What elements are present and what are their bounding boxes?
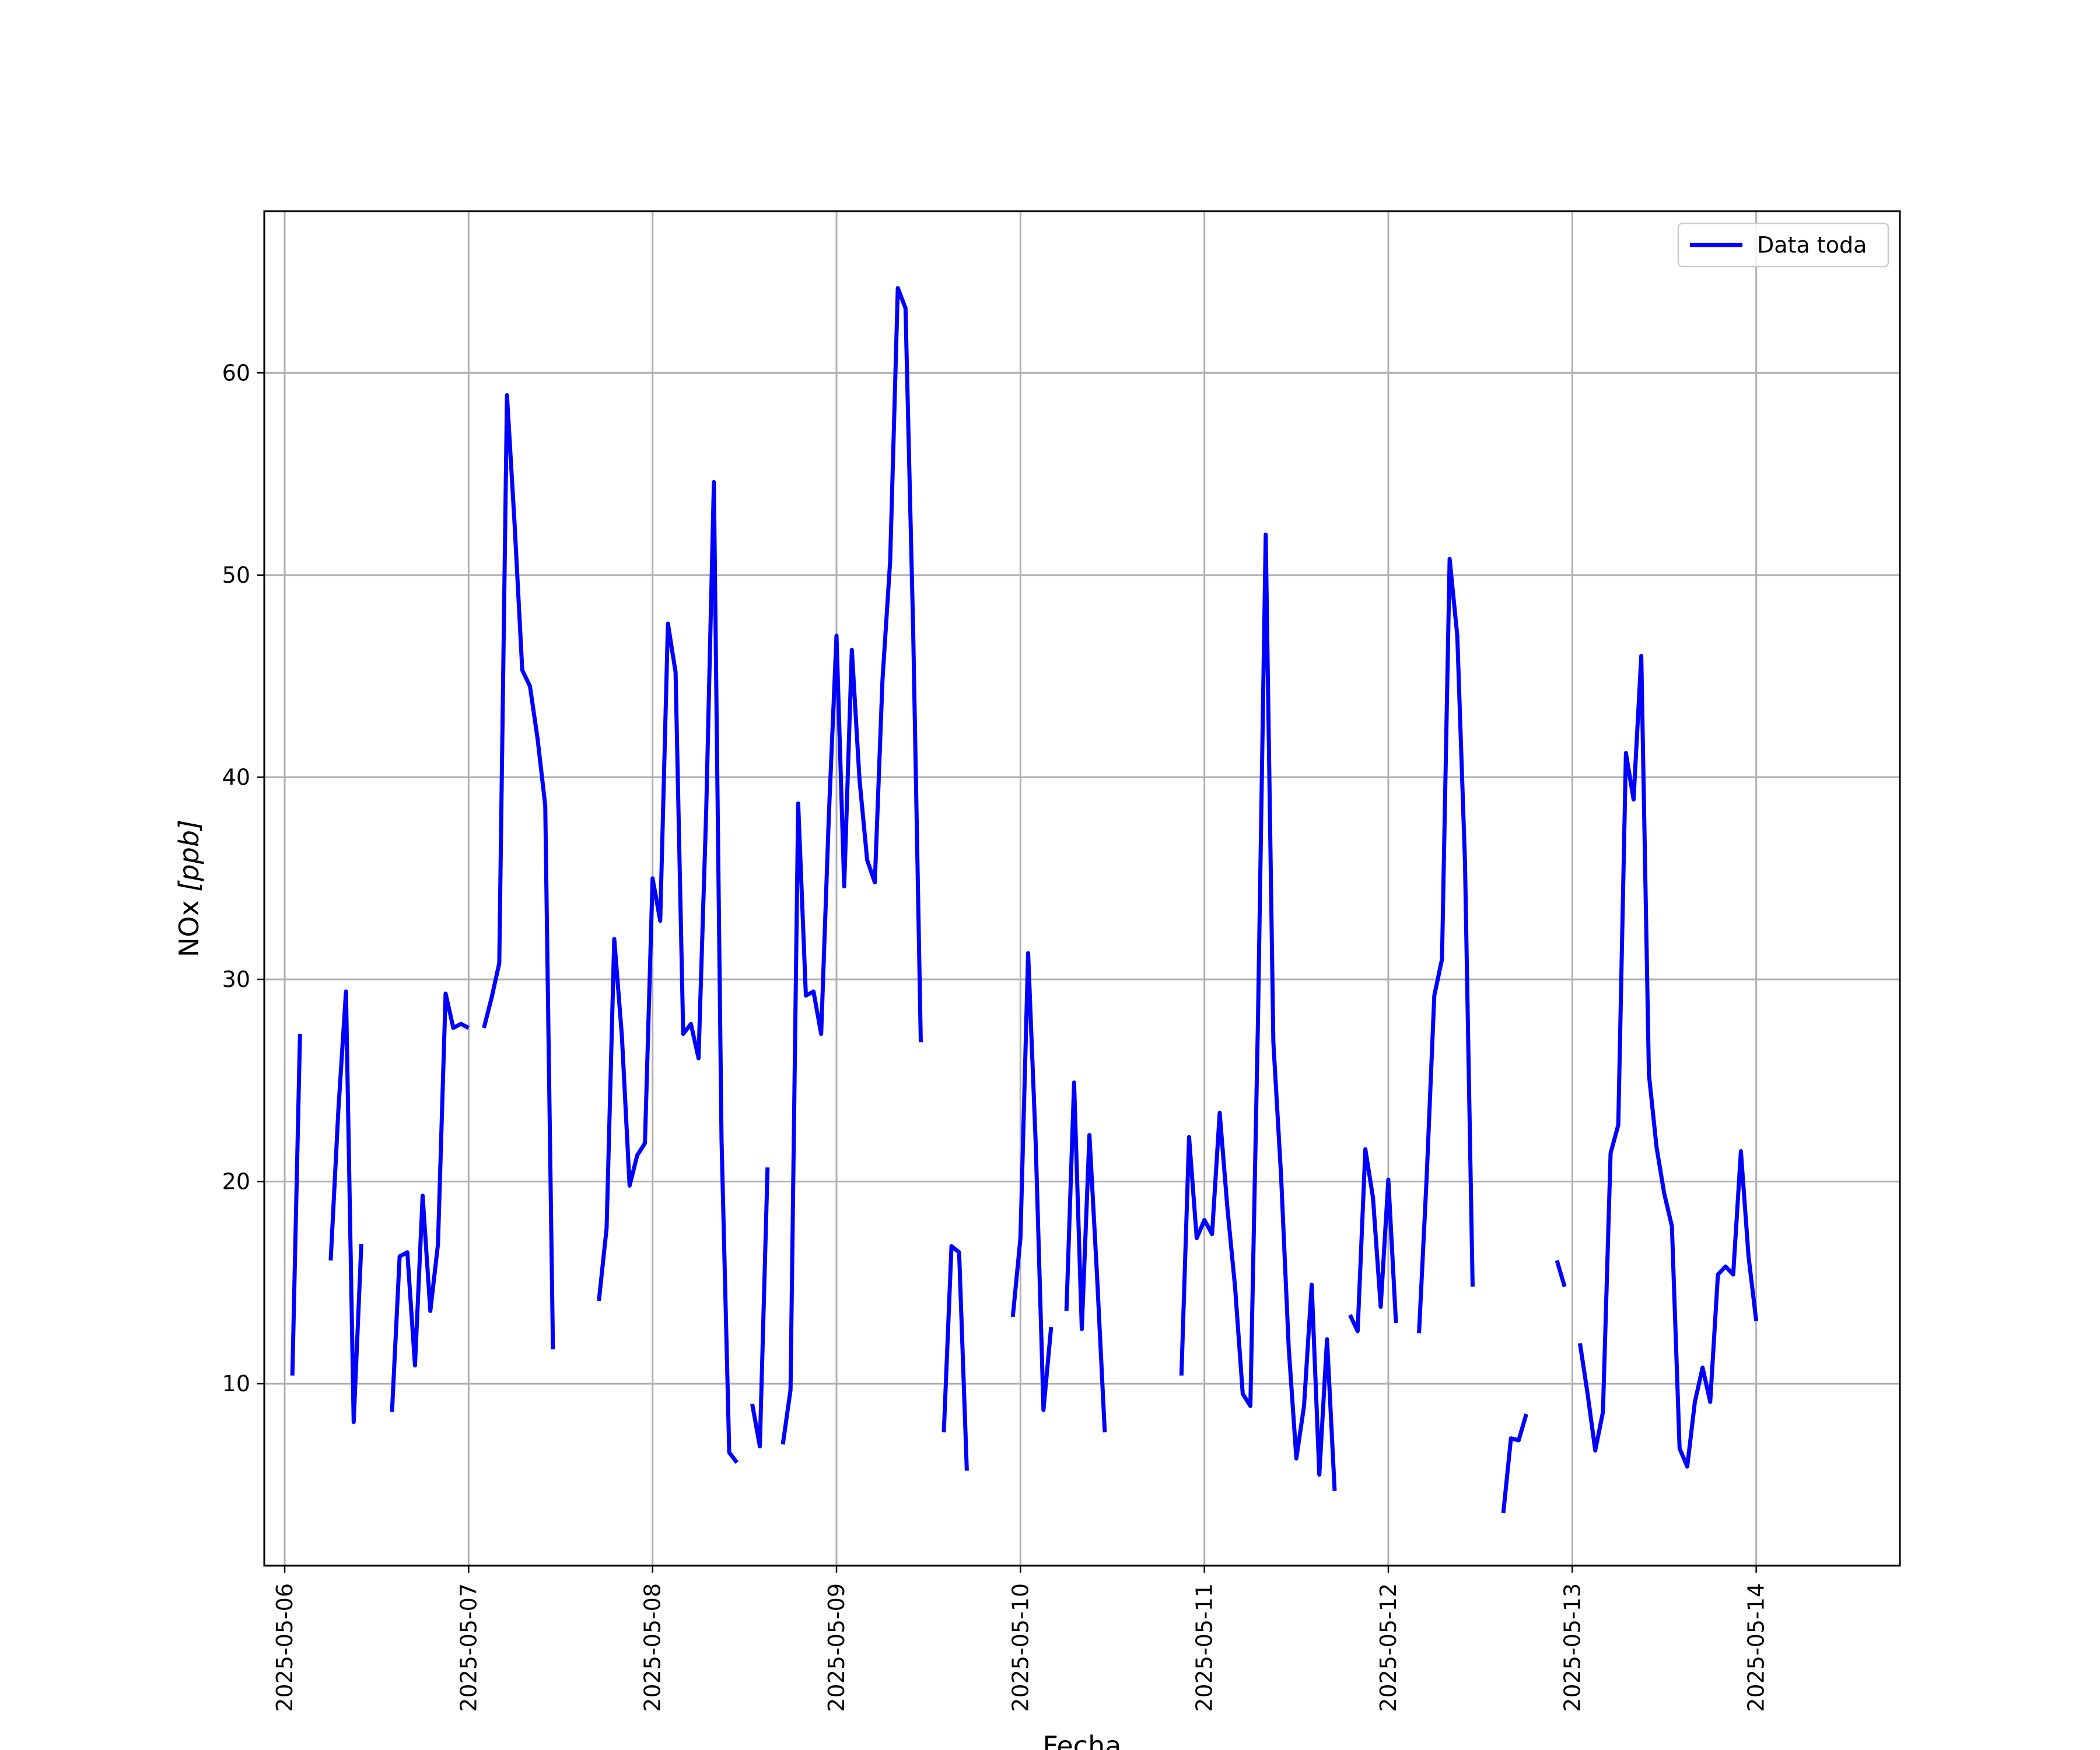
x-tick-label: 2025-05-11 [1192, 1583, 1217, 1712]
plot-frame [263, 210, 1901, 1567]
series-line-segment [1555, 1259, 1567, 1287]
series-line-segment [390, 991, 470, 1412]
series-line-segment [328, 989, 363, 1424]
x-axis-label: Fecha [1043, 1730, 1122, 1750]
y-axis-label: NOx [ppb] [173, 820, 205, 957]
x-tick-label: 2025-05-06 [272, 1583, 298, 1712]
y-axis-ticks: 10 20 30 40 50 60 [222, 360, 264, 1396]
y-tick-label: 60 [222, 360, 250, 386]
y-axis-label-unit: [ppb] [173, 820, 205, 892]
series-line-segment [750, 1167, 770, 1448]
series-line-segment [1179, 533, 1337, 1491]
series-line-segment [1417, 556, 1475, 1334]
series-line-segment [1348, 1147, 1398, 1334]
x-tick-label: 2025-05-07 [456, 1583, 481, 1712]
x-axis-ticks: 2025-05-06 2025-05-07 2025-05-08 2025-05-09… [272, 1566, 1769, 1712]
x-tick-label: 2025-05-13 [1559, 1583, 1585, 1712]
series-line-segment [1578, 653, 1759, 1469]
legend: Data toda [1677, 222, 1889, 268]
series-line-segment [482, 393, 555, 1350]
x-tick-label: 2025-05-12 [1376, 1583, 1401, 1712]
x-tick-label: 2025-05-14 [1744, 1583, 1769, 1712]
y-axis-label-text: NOx [173, 892, 205, 957]
y-tick-label: 40 [222, 764, 250, 790]
legend-label: Data toda [1757, 232, 1867, 258]
series-data-toda [290, 286, 1759, 1514]
x-tick-label: 2025-05-09 [824, 1583, 849, 1712]
y-tick-label: 50 [222, 562, 250, 588]
legend-box [1677, 222, 1889, 268]
series-line-segment [1010, 951, 1054, 1412]
x-tick-label: 2025-05-10 [1007, 1583, 1033, 1712]
series-line-segment [942, 1244, 969, 1471]
y-tick-label: 30 [222, 967, 250, 992]
y-tick-label: 20 [222, 1169, 250, 1195]
series-line-segment [597, 480, 738, 1464]
series-line-segment [1501, 1413, 1528, 1514]
series-line-segment [290, 1034, 302, 1376]
y-tick-label: 10 [222, 1371, 250, 1396]
series-line-segment [1064, 1080, 1107, 1433]
x-tick-label: 2025-05-08 [640, 1583, 666, 1712]
series-line-segment [780, 286, 923, 1445]
